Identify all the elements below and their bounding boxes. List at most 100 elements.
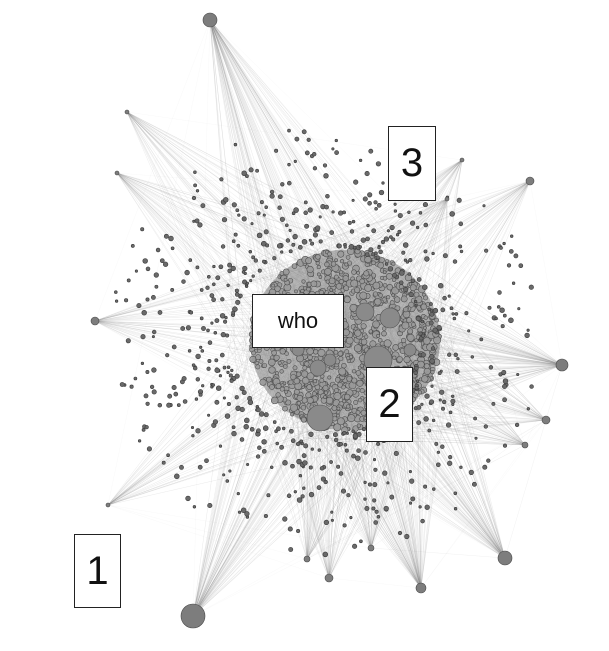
peripheral-node xyxy=(241,170,247,177)
peripheral-node xyxy=(376,202,382,208)
peripheral-node xyxy=(205,285,210,290)
hub-nodes xyxy=(90,12,569,629)
peripheral-node xyxy=(524,332,530,339)
peripheral-node xyxy=(287,128,291,133)
peripheral-node xyxy=(257,268,262,273)
peripheral-node xyxy=(220,331,226,338)
peripheral-node xyxy=(300,494,305,499)
edge xyxy=(444,198,448,349)
peripheral-node xyxy=(345,431,349,435)
peripheral-node xyxy=(249,279,253,283)
core-node xyxy=(345,255,351,260)
core-node xyxy=(434,317,440,323)
edge xyxy=(420,444,526,589)
core-node xyxy=(346,375,353,382)
peripheral-node xyxy=(233,142,238,147)
core-node xyxy=(377,261,384,269)
core-node xyxy=(408,301,415,308)
peripheral-node xyxy=(432,487,436,491)
edge xyxy=(306,413,363,560)
peripheral-node xyxy=(241,390,247,396)
peripheral-node xyxy=(159,258,165,264)
core-node xyxy=(302,365,308,371)
peripheral-node xyxy=(264,205,268,209)
core-node xyxy=(401,321,410,330)
edge xyxy=(209,19,397,260)
peripheral-node xyxy=(174,473,180,480)
peripheral-node xyxy=(363,450,368,455)
core-node xyxy=(345,355,351,361)
edge xyxy=(423,324,563,366)
peripheral-node xyxy=(334,150,339,155)
peripheral-node xyxy=(529,384,534,389)
core-node xyxy=(364,284,372,292)
peripheral-node xyxy=(206,274,211,279)
edge xyxy=(307,159,463,243)
hub-node xyxy=(202,12,218,28)
peripheral-node xyxy=(430,309,434,313)
edge xyxy=(363,444,422,589)
peripheral-node xyxy=(140,227,145,232)
peripheral-node xyxy=(499,246,503,250)
large-core-node xyxy=(323,353,337,367)
peripheral-node xyxy=(145,297,150,302)
edge xyxy=(126,111,386,248)
peripheral-node xyxy=(287,162,291,167)
peripheral-node xyxy=(265,243,270,248)
edge xyxy=(324,434,422,589)
peripheral-node xyxy=(401,250,406,255)
peripheral-node xyxy=(502,241,506,246)
peripheral-node xyxy=(423,484,428,489)
peripheral-node xyxy=(308,238,312,242)
edge xyxy=(116,172,387,248)
peripheral-node xyxy=(219,352,225,358)
peripheral-node xyxy=(207,502,213,509)
peripheral-node xyxy=(434,441,439,446)
peripheral-node xyxy=(142,258,148,264)
peripheral-node xyxy=(349,516,353,520)
peripheral-node xyxy=(453,491,458,496)
peripheral-node xyxy=(454,369,460,374)
edge xyxy=(116,172,336,240)
core-node xyxy=(259,378,267,386)
edge xyxy=(268,396,506,559)
edge xyxy=(420,409,432,589)
core-node xyxy=(359,291,368,300)
edge xyxy=(126,111,330,579)
peripheral-node xyxy=(491,401,496,406)
core-node xyxy=(386,272,393,280)
peripheral-node xyxy=(430,384,434,388)
peripheral-node xyxy=(201,326,206,331)
edge xyxy=(448,356,506,559)
peripheral-node xyxy=(408,470,412,474)
core-node xyxy=(306,265,314,274)
peripheral-node xyxy=(456,357,460,361)
peripheral-node xyxy=(325,193,330,199)
core-node xyxy=(268,366,276,374)
peripheral-node xyxy=(373,520,378,525)
peripheral-node xyxy=(397,229,402,234)
peripheral-node xyxy=(336,464,341,469)
peripheral-node xyxy=(431,418,436,423)
peripheral-node xyxy=(331,210,335,214)
peripheral-node xyxy=(318,215,322,219)
edge xyxy=(192,426,336,617)
core-node xyxy=(363,270,370,277)
peripheral-node xyxy=(482,204,486,208)
edge xyxy=(446,159,463,200)
core-node xyxy=(338,356,344,362)
peripheral-node xyxy=(125,338,131,344)
peripheral-node xyxy=(227,262,233,268)
core-node xyxy=(353,326,358,331)
peripheral-node xyxy=(516,372,520,377)
peripheral-node xyxy=(511,281,516,285)
edge xyxy=(209,19,353,292)
peripheral-node xyxy=(501,369,507,375)
edge xyxy=(303,403,422,589)
edge xyxy=(192,411,315,617)
peripheral-node xyxy=(459,249,464,254)
edge xyxy=(192,418,290,617)
peripheral-node xyxy=(261,448,267,454)
peripheral-node xyxy=(448,410,453,415)
edge xyxy=(192,431,313,617)
